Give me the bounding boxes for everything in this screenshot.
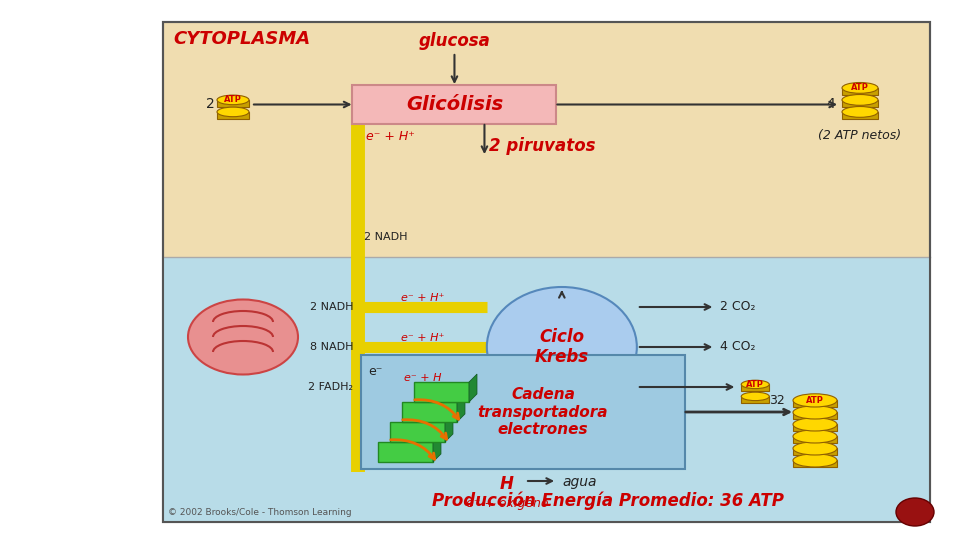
Ellipse shape [217, 107, 249, 117]
Bar [842, 112, 878, 118]
Ellipse shape [741, 392, 769, 401]
Bar [793, 400, 837, 407]
Text: ATP: ATP [852, 83, 869, 92]
Polygon shape [445, 414, 453, 442]
Bar [402, 402, 457, 422]
Text: 2 NADH: 2 NADH [364, 232, 407, 242]
FancyBboxPatch shape [361, 355, 685, 469]
Bar [414, 382, 469, 402]
Text: 2 NADH: 2 NADH [309, 302, 353, 312]
Ellipse shape [487, 287, 636, 407]
Ellipse shape [842, 106, 878, 117]
Ellipse shape [188, 300, 298, 375]
Bar [741, 396, 769, 403]
Bar [217, 112, 249, 118]
Text: agua: agua [562, 475, 596, 489]
Text: H: H [500, 475, 514, 493]
Text: Ciclo
Krebs: Ciclo Krebs [535, 328, 588, 367]
Polygon shape [457, 394, 465, 422]
Bar [793, 448, 837, 455]
Ellipse shape [793, 442, 837, 455]
Bar [390, 422, 445, 442]
Text: e⁻ + H⁺: e⁻ + H⁺ [400, 333, 444, 343]
FancyBboxPatch shape [352, 85, 557, 124]
Bar [217, 100, 249, 106]
Text: 2: 2 [206, 98, 215, 111]
Ellipse shape [217, 95, 249, 105]
Bar [793, 413, 837, 419]
Text: Cadena
transportadora
electrones: Cadena transportadora electrones [478, 387, 609, 437]
Text: 2 CO₂: 2 CO₂ [720, 300, 756, 314]
Text: 32: 32 [769, 394, 785, 407]
Ellipse shape [741, 380, 769, 389]
Ellipse shape [793, 406, 837, 419]
Bar [741, 384, 769, 391]
Bar [163, 22, 930, 522]
Ellipse shape [793, 394, 837, 407]
Bar [842, 100, 878, 106]
Bar [842, 88, 878, 94]
Text: 2 piruvatos: 2 piruvatos [490, 137, 596, 155]
Text: glucosa: glucosa [419, 32, 491, 50]
Bar [793, 436, 837, 443]
Ellipse shape [842, 83, 878, 93]
Text: ATP: ATP [806, 396, 824, 405]
Ellipse shape [793, 454, 837, 467]
Text: e⁻ + oxígeno: e⁻ + oxígeno [466, 497, 548, 510]
Polygon shape [433, 434, 441, 462]
Text: Glicólisis: Glicólisis [406, 95, 503, 114]
Text: e⁻ + H⁺: e⁻ + H⁺ [400, 293, 444, 303]
Text: © 2002 Brooks/Cole - Thomson Learning: © 2002 Brooks/Cole - Thomson Learning [168, 508, 351, 517]
Bar [163, 22, 930, 522]
Ellipse shape [793, 418, 837, 431]
Text: (2 ATP netos): (2 ATP netos) [819, 129, 901, 141]
Ellipse shape [842, 94, 878, 105]
Polygon shape [469, 374, 477, 402]
Ellipse shape [793, 430, 837, 443]
Bar [163, 257, 930, 522]
Bar [793, 461, 837, 467]
Bar [378, 442, 433, 462]
Text: 8 NADH: 8 NADH [309, 342, 353, 352]
Text: 4 CO₂: 4 CO₂ [720, 341, 756, 354]
Text: e⁻: e⁻ [368, 365, 382, 378]
Text: 2 FADH₂: 2 FADH₂ [308, 382, 353, 392]
Text: CYTOPLASMA: CYTOPLASMA [173, 30, 310, 48]
Text: e⁻ + H: e⁻ + H [403, 373, 442, 383]
Ellipse shape [896, 498, 934, 526]
Text: e⁻ + H⁺: e⁻ + H⁺ [366, 130, 415, 143]
Bar [793, 424, 837, 431]
Text: ATP: ATP [224, 96, 242, 104]
Text: Producción Energía Promedio: 36 ATP: Producción Energía Promedio: 36 ATP [432, 491, 783, 510]
Text: 4: 4 [827, 98, 835, 111]
Text: ATP: ATP [746, 380, 764, 389]
